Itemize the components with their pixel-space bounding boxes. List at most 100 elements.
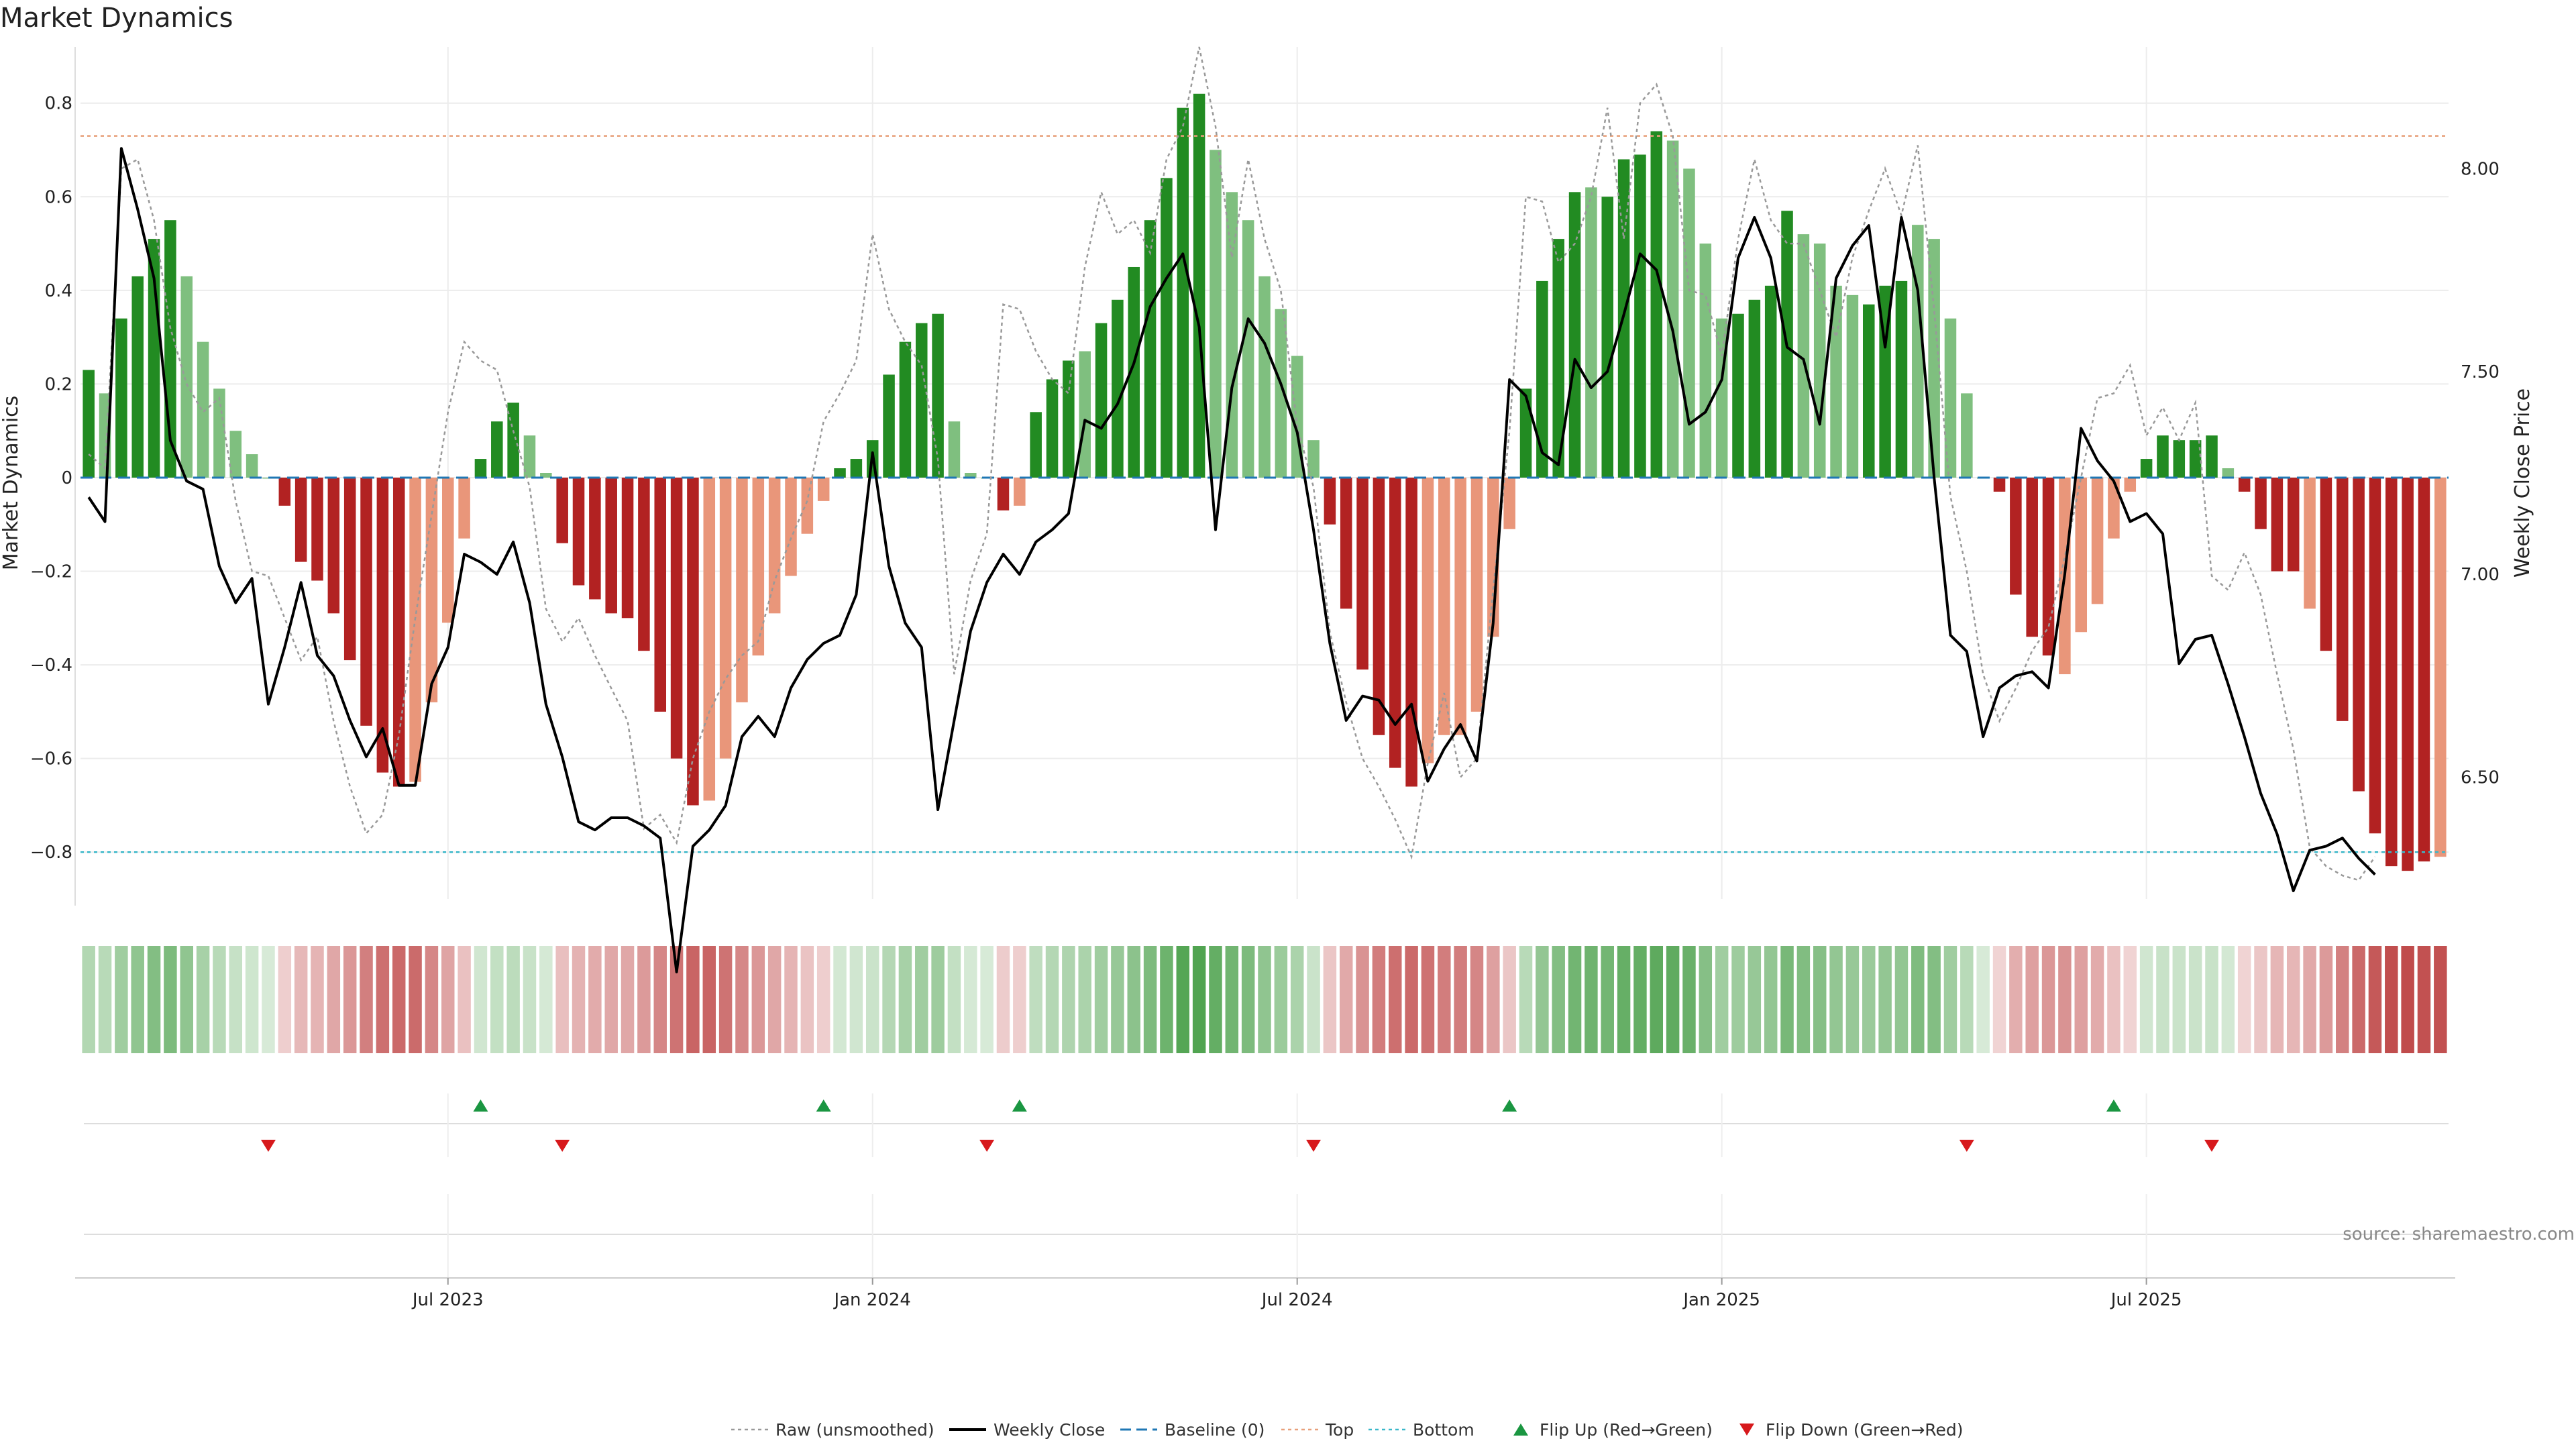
dynamics-bar: [1732, 313, 1744, 478]
heat-cell: [784, 946, 798, 1053]
dynamics-bar: [1454, 477, 1466, 735]
left-tick-label: −0.4: [30, 655, 72, 676]
heat-cell: [1372, 946, 1386, 1053]
heat-cell: [2074, 946, 2088, 1053]
legend-swatch: [1513, 1424, 1528, 1436]
heat-cell: [1650, 946, 1664, 1053]
heat-cell: [1045, 946, 1059, 1053]
dynamics-bar: [2434, 477, 2447, 857]
heat-cell: [1487, 946, 1500, 1053]
dynamics-bar: [1634, 154, 1646, 478]
dynamics-bar: [2222, 468, 2235, 478]
dynamics-bar: [638, 477, 650, 651]
dynamics-bar: [1373, 477, 1385, 735]
dynamics-bar: [1928, 239, 1940, 478]
heat-cell: [1111, 946, 1124, 1053]
heat-cell: [882, 946, 896, 1053]
dynamics-bar: [83, 370, 95, 478]
heat-cell: [1666, 946, 1680, 1053]
heat-cell: [2303, 946, 2316, 1053]
heat-cell: [213, 946, 226, 1053]
heat-cell: [229, 946, 243, 1053]
reference-lines: [80, 135, 2449, 853]
dynamics-bar: [1585, 187, 1597, 478]
heat-cell: [409, 946, 422, 1053]
dynamics-bar: [2124, 477, 2137, 492]
legend-label: Weekly Close: [994, 1420, 1105, 1440]
heat-cell: [588, 946, 602, 1053]
heat-cell: [1764, 946, 1778, 1053]
dynamics-bar: [1683, 168, 1695, 478]
heat-cell: [1241, 946, 1255, 1053]
legend-item: Baseline (0): [1120, 1420, 1265, 1440]
heat-cell: [2434, 946, 2447, 1053]
dynamics-bar: [1699, 244, 1712, 478]
dynamics-bar: [932, 313, 944, 478]
dynamics-bar: [474, 459, 487, 478]
dynamics-bar: [670, 477, 683, 759]
heat-cell: [1339, 946, 1353, 1053]
heat-cell: [669, 946, 684, 1053]
heat-cell: [1454, 946, 1467, 1053]
heat-cell: [1094, 946, 1108, 1053]
legend-item: Flip Up (Red→Green): [1513, 1420, 1713, 1440]
heat-cell: [2090, 946, 2104, 1053]
heat-cell: [1927, 946, 1941, 1053]
heat-cell: [637, 946, 651, 1053]
right-axis-title: Weekly Close Price: [2511, 388, 2534, 578]
heat-cell: [1503, 946, 1516, 1053]
heat-cell: [1992, 946, 2006, 1053]
dynamics-bar: [1046, 379, 1059, 478]
heat-cell: [262, 946, 275, 1053]
heat-cell: [2107, 946, 2121, 1053]
dynamics-bar: [2320, 477, 2332, 651]
heat-cell: [392, 946, 406, 1053]
legend-label: Bottom: [1413, 1420, 1474, 1440]
heat-cell: [1062, 946, 1075, 1053]
dynamics-bar: [1177, 107, 1189, 478]
dynamics-bar: [1340, 477, 1352, 609]
heat-cell: [343, 946, 357, 1053]
heat-cell: [898, 946, 912, 1053]
heat-cell: [718, 946, 733, 1053]
heat-cell: [2123, 946, 2137, 1053]
dynamics-bar: [1944, 318, 1957, 478]
dynamics-bar: [2238, 477, 2251, 492]
heat-cell: [441, 946, 455, 1053]
dynamics-bar: [1063, 360, 1075, 478]
heat-cell: [1748, 946, 1762, 1053]
heat-cell: [2336, 946, 2349, 1053]
dynamics-bar: [2353, 477, 2365, 792]
heat-cell: [833, 946, 847, 1053]
dynamics-bar: [1095, 323, 1108, 478]
dynamics-bar: [1666, 140, 1679, 478]
left-tick-label: −0.6: [30, 749, 72, 769]
dynamics-bar: [834, 468, 846, 478]
heat-cell: [1519, 946, 1533, 1053]
heat-cell: [572, 946, 586, 1053]
x-tick-label: Jul 2023: [411, 1290, 484, 1310]
dynamics-bar: [785, 477, 797, 576]
right-tick-label: 8.00: [2461, 159, 2500, 179]
dynamics-bar: [965, 473, 977, 478]
heat-cell: [2156, 946, 2169, 1053]
raw-line-layer: [88, 46, 2376, 881]
heat-cell: [245, 946, 259, 1053]
dynamics-bar: [2418, 477, 2430, 862]
heat-cell: [523, 946, 537, 1053]
dynamics-bar: [343, 477, 356, 661]
dynamics-bar: [1470, 477, 1483, 712]
heat-cell: [1862, 946, 1876, 1053]
dynamics-bar: [1650, 131, 1663, 478]
heat-cell: [1421, 946, 1435, 1053]
right-tick-label: 7.00: [2461, 565, 2500, 585]
heat-cell: [425, 946, 439, 1053]
dynamics-bar: [1421, 477, 1434, 763]
raw-unsmoothed-line: [88, 46, 2376, 881]
left-tick-label: 0.4: [45, 281, 72, 301]
dynamics-bar: [801, 477, 814, 534]
dynamics-bar: [246, 454, 258, 478]
heat-cell: [1258, 946, 1271, 1053]
left-tick-label: 0.2: [45, 374, 72, 394]
dynamics-bar: [491, 421, 503, 478]
